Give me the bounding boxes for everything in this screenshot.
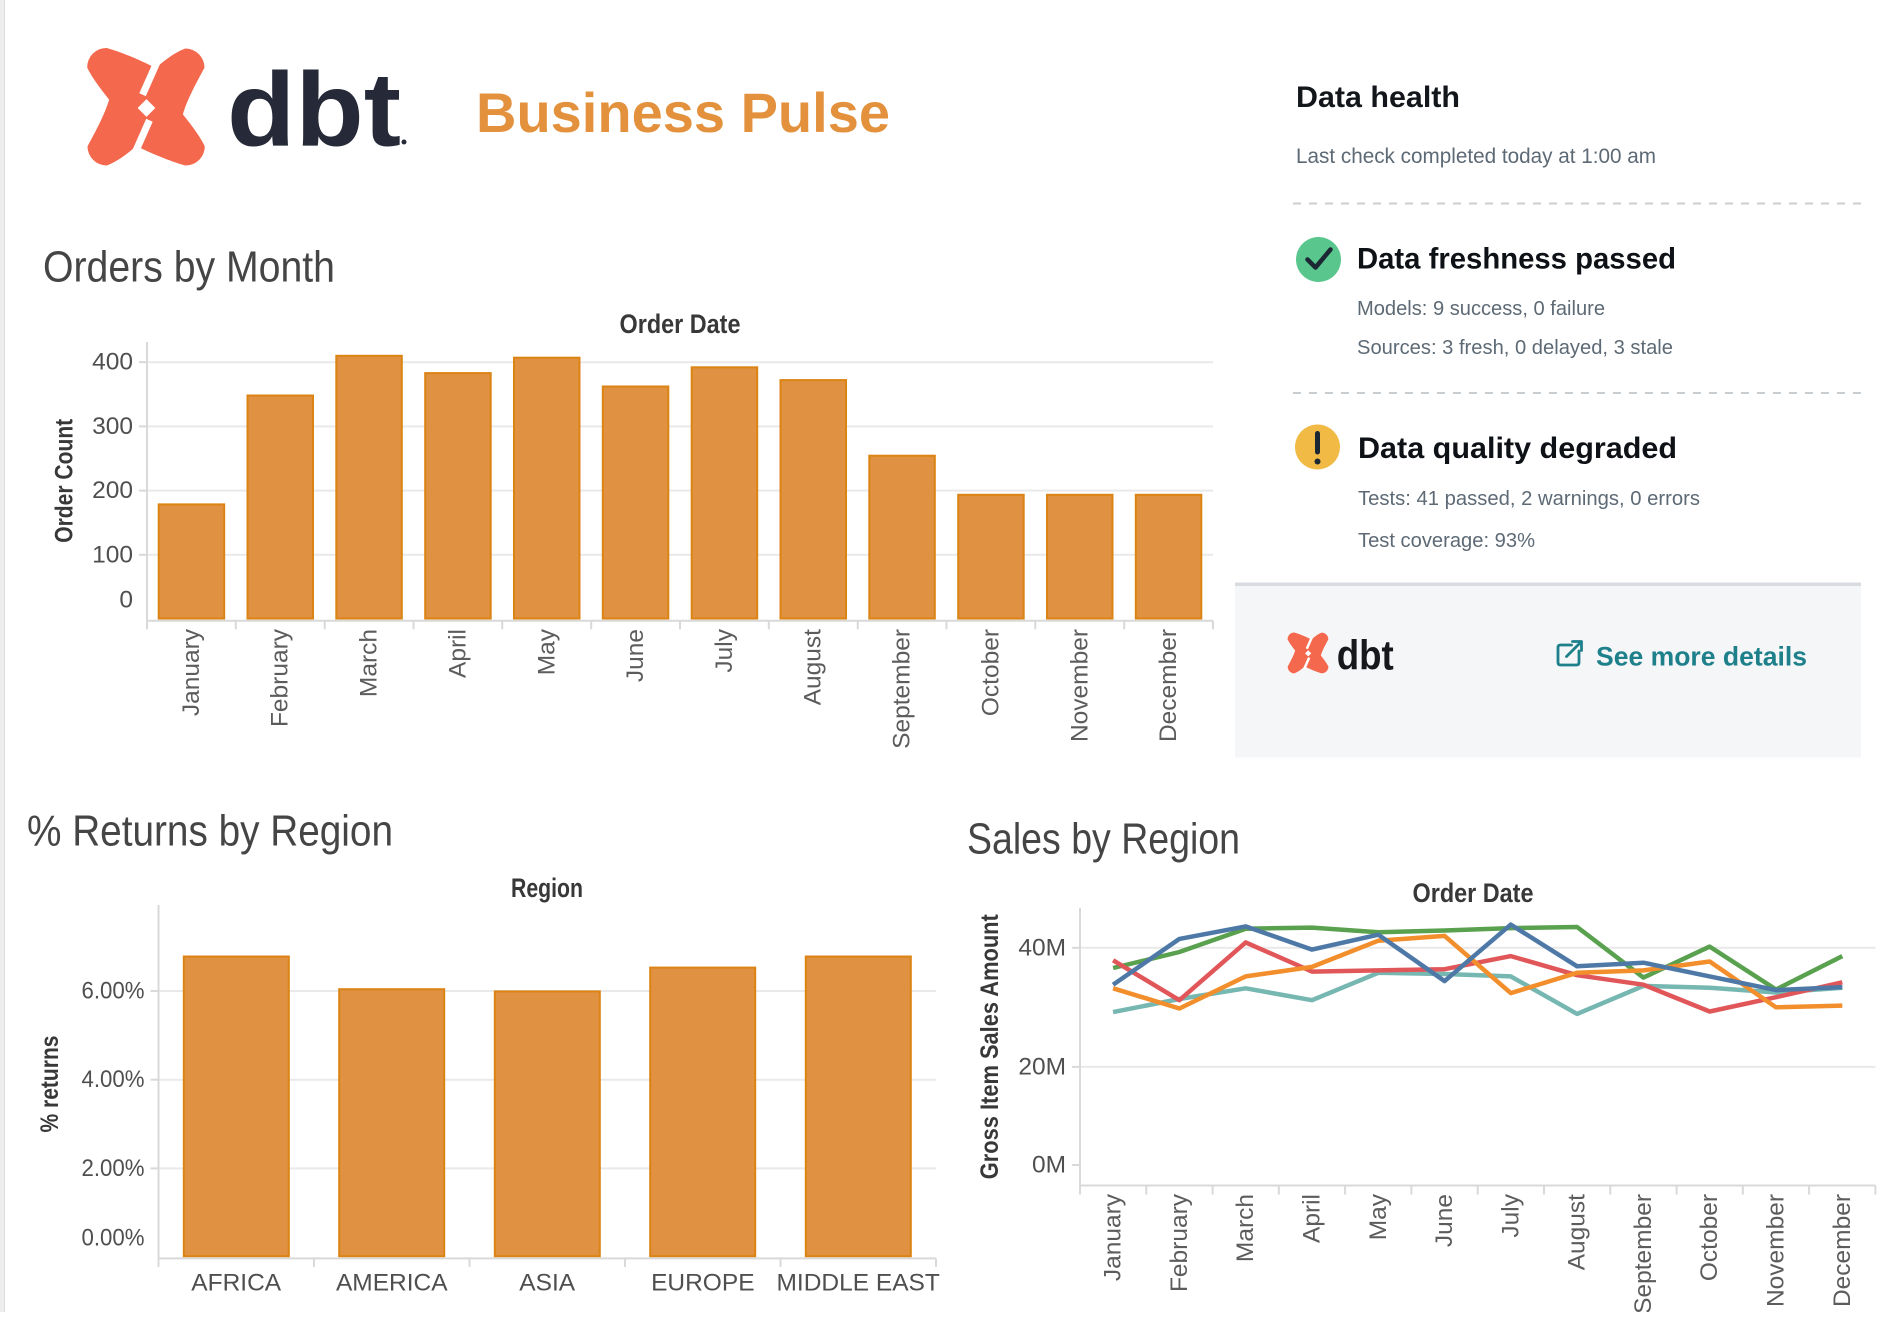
- svg-text:Last check completed today at: Last check completed today at 1:00 am: [1296, 145, 1656, 168]
- svg-text:January: January: [1100, 1193, 1127, 1281]
- svg-text:March: March: [356, 629, 383, 697]
- svg-text:0: 0: [119, 587, 133, 614]
- svg-text:June: June: [1431, 1194, 1458, 1247]
- svg-text:October: October: [1696, 1194, 1723, 1281]
- svg-text:January: January: [178, 628, 205, 716]
- svg-text:March: March: [1232, 1194, 1259, 1262]
- svg-text:November: November: [1763, 1194, 1790, 1307]
- svg-text:July: July: [1497, 1193, 1524, 1237]
- svg-text:400: 400: [92, 349, 133, 376]
- svg-text:December: December: [1829, 1194, 1856, 1307]
- svg-text:Gross Item Sales Amount: Gross Item Sales Amount: [976, 914, 1004, 1180]
- svg-text:October: October: [977, 629, 1004, 716]
- svg-text:May: May: [533, 628, 560, 675]
- svg-text:% Returns by Region: % Returns by Region: [27, 807, 393, 856]
- svg-text:June: June: [622, 629, 649, 682]
- svg-text:0.00%: 0.00%: [82, 1225, 145, 1252]
- svg-text:100: 100: [92, 541, 133, 568]
- svg-text:4.00%: 4.00%: [82, 1066, 145, 1093]
- svg-text:Order Date: Order Date: [620, 309, 741, 339]
- svg-text:Business Pulse: Business Pulse: [476, 81, 890, 144]
- svg-text:200: 200: [92, 477, 133, 504]
- svg-text:AFRICA: AFRICA: [191, 1270, 282, 1297]
- svg-text:0M: 0M: [1032, 1152, 1066, 1179]
- svg-text:November: November: [1066, 629, 1093, 742]
- svg-text:Orders by Month: Orders by Month: [43, 243, 335, 292]
- svg-text:Region: Region: [511, 873, 583, 903]
- svg-text:December: December: [1155, 629, 1182, 742]
- svg-text:Data quality degraded: Data quality degraded: [1358, 432, 1677, 465]
- svg-text:dbt: dbt: [1337, 632, 1394, 679]
- svg-text:Order Date: Order Date: [1413, 878, 1534, 908]
- svg-text:dbt: dbt: [227, 52, 401, 169]
- svg-text:August: August: [800, 629, 827, 705]
- svg-text:Sources: 3 fresh, 0 delayed, 3: Sources: 3 fresh, 0 delayed, 3 stale: [1357, 336, 1673, 359]
- svg-text:See more details: See more details: [1596, 642, 1807, 672]
- svg-text:Data health: Data health: [1296, 81, 1460, 114]
- svg-text:EUROPE: EUROPE: [651, 1270, 754, 1297]
- svg-text:August: August: [1564, 1194, 1591, 1270]
- svg-text:September: September: [889, 629, 916, 749]
- svg-text:Order Count: Order Count: [51, 418, 79, 543]
- svg-text:6.00%: 6.00%: [82, 978, 145, 1005]
- svg-text:MIDDLE EAST: MIDDLE EAST: [777, 1270, 940, 1297]
- svg-text:Data freshness passed: Data freshness passed: [1357, 243, 1676, 276]
- svg-text:February: February: [267, 628, 294, 727]
- svg-text:AMERICA: AMERICA: [336, 1270, 448, 1297]
- svg-text:Tests: 41 passed, 2 warnings,: Tests: 41 passed, 2 warnings, 0 errors: [1358, 487, 1700, 510]
- svg-text:April: April: [1299, 1194, 1326, 1243]
- svg-text:ASIA: ASIA: [519, 1270, 575, 1297]
- svg-text:February: February: [1166, 1193, 1193, 1292]
- svg-text:Models: 9 success, 0 failure: Models: 9 success, 0 failure: [1357, 297, 1605, 320]
- svg-text:April: April: [444, 629, 471, 678]
- svg-text:300: 300: [92, 413, 133, 440]
- svg-text:40M: 40M: [1018, 934, 1066, 961]
- svg-text:20M: 20M: [1018, 1053, 1066, 1080]
- svg-text:September: September: [1630, 1194, 1657, 1312]
- svg-text:Test coverage: 93%: Test coverage: 93%: [1358, 529, 1535, 552]
- svg-text:May: May: [1365, 1193, 1392, 1240]
- svg-text:July: July: [711, 628, 738, 672]
- svg-text:% returns: % returns: [36, 1036, 64, 1133]
- svg-text:Sales by Region: Sales by Region: [967, 815, 1240, 864]
- svg-text:2.00%: 2.00%: [82, 1155, 145, 1182]
